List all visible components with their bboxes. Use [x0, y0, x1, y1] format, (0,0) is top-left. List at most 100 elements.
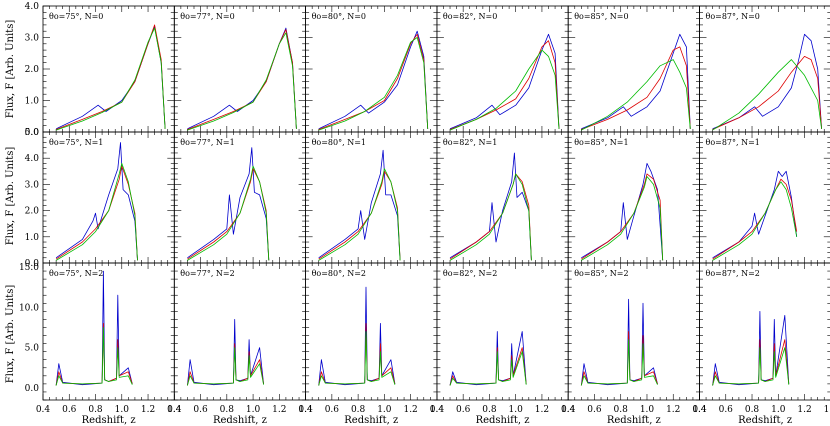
panel-grid: 0.0 1.0 2.0 3.0 4.0 θo=75°, N=0 θo=77°, N=0 θo=… — [19, 2, 830, 426]
series-line-3 — [712, 181, 798, 261]
panel-frame — [42, 131, 175, 264]
panel-r3-c4: 0.4 0.6 0.8 1.0 1.2 1.4 Redshift, z θo=82°, N=2 — [430, 262, 576, 426]
series-line-3 — [187, 32, 297, 131]
series-line-1 — [449, 331, 527, 386]
series-line-1 — [449, 152, 532, 261]
y-tick-label: 2.0 — [25, 65, 40, 75]
series-line-2 — [318, 33, 429, 130]
series-line-2 — [318, 170, 401, 261]
panel-frame — [173, 5, 307, 133]
panel-frame — [567, 131, 700, 264]
x-tick-label: 1.0 — [509, 405, 524, 415]
y-tick-label: 1.0 — [25, 233, 40, 243]
x-tick-label: 0.6 — [62, 405, 77, 415]
panel-r1-c4: θo=82°, N=0 — [436, 5, 569, 133]
panel-label: θo=75°, N=1 — [49, 138, 103, 147]
x-tick-label: 0.4 — [430, 405, 445, 415]
panel-r3-c2: 0.4 0.6 0.8 1.0 1.2 1.4 Redshift, z θo=77°, N=2 — [167, 262, 313, 426]
x-tick-label: 0.4 — [561, 405, 576, 415]
x-tick-label: 1.4 — [167, 405, 182, 415]
panel-label: θo=77°, N=0 — [180, 12, 234, 21]
series-line-3 — [187, 165, 270, 261]
panel-label: θo=80°, N=0 — [312, 12, 366, 21]
y-tick-label: 0.0 — [25, 384, 40, 394]
panel-label: θo=80°, N=1 — [312, 138, 366, 147]
series-line-1 — [712, 170, 798, 259]
series-line-1 — [712, 311, 790, 386]
panel-label: θo=82°, N=0 — [443, 12, 497, 21]
panel-r1-c3: θo=80°, N=0 — [305, 5, 438, 133]
x-axis-label: Redshift, z — [476, 415, 530, 426]
series-line-2 — [581, 173, 664, 261]
x-tick-label: 1.0 — [771, 405, 786, 415]
y-tick-label: 3.0 — [25, 34, 40, 44]
series-line-2 — [55, 165, 138, 261]
series-line-1 — [318, 286, 396, 386]
x-tick-label: 1.2 — [797, 405, 811, 415]
panel-r3-c1: 0.0 5.0 10.0 15.0 0.4 0.6 0.8 1.0 1.2 1.4 Redshift… — [19, 262, 182, 426]
series-line-3 — [449, 49, 560, 131]
x-tick-label: 1.4 — [824, 405, 830, 415]
series-line-1 — [55, 270, 133, 386]
panel-label: θo=80°, N=2 — [312, 269, 366, 278]
x-tick-label: 0.8 — [614, 405, 629, 415]
series-line-2 — [187, 343, 264, 386]
x-tick-label: 1.0 — [246, 405, 261, 415]
series-line-2 — [55, 323, 133, 386]
series-line-1 — [318, 30, 429, 130]
x-tick-label: 1.2 — [403, 405, 417, 415]
x-tick-label: 1.2 — [272, 405, 286, 415]
y-tick-label: 4.0 — [25, 2, 40, 12]
y-tick-label: 5.0 — [25, 128, 40, 138]
panel-label: θo=85°, N=0 — [574, 12, 628, 21]
x-tick-label: 0.6 — [325, 405, 340, 415]
series-line-3 — [449, 173, 532, 261]
panel-r3-c6: 0.4 0.6 0.8 1.0 1.2 1.4 Redshift, z θo=87°, N=2 — [692, 262, 830, 426]
panel-r1-c1: 0.0 1.0 2.0 3.0 4.0 θo=75°, N=0 — [25, 2, 175, 138]
y-tick-label: 15.0 — [19, 263, 39, 273]
x-tick-label: 0.8 — [88, 405, 103, 415]
series-line-3 — [581, 59, 691, 131]
x-axis-label: Redshift, z — [82, 415, 136, 426]
x-axis-label: Redshift, z — [738, 415, 792, 426]
panel-frame — [567, 5, 700, 133]
series-line-3 — [318, 168, 401, 261]
panel-label: θo=87°, N=0 — [706, 12, 760, 21]
series-line-2 — [712, 178, 798, 260]
panel-label: θo=87°, N=2 — [706, 269, 760, 278]
series-line-3 — [55, 27, 166, 131]
x-tick-label: 1.2 — [666, 405, 680, 415]
series-line-1 — [187, 147, 270, 261]
panel-label: θo=87°, N=1 — [706, 138, 760, 147]
panel-label: θo=77°, N=1 — [180, 138, 234, 147]
series-line-1 — [712, 33, 822, 130]
y-axis-label-bottom: Flux, F [Arb. Units] — [5, 285, 16, 384]
x-tick-label: 0.4 — [298, 405, 313, 415]
x-tick-label: 1.4 — [430, 405, 445, 415]
panel-r2-c2: θo=77°, N=1 — [173, 131, 307, 264]
series-line-3 — [318, 37, 429, 131]
series-line-3 — [449, 351, 527, 386]
panel-r2-c5: θo=85°, N=1 — [567, 131, 700, 264]
series-line-2 — [187, 29, 297, 130]
series-line-3 — [712, 347, 790, 386]
x-tick-label: 0.8 — [220, 405, 235, 415]
y-axis-label-middle: Flux, F [Arb. Units] — [5, 147, 16, 246]
x-tick-label: 0.4 — [692, 405, 707, 415]
panel-r2-c3: θo=80°, N=1 — [305, 131, 438, 264]
panel-frame — [305, 131, 438, 264]
panel-frame — [567, 262, 700, 401]
panel-r2-c4: θo=82°, N=1 — [436, 131, 569, 264]
x-tick-label: 1.2 — [141, 405, 155, 415]
series-line-2 — [581, 46, 691, 130]
panel-r1-c5: θo=85°, N=0 — [567, 5, 700, 133]
panel-r3-c5: 0.4 0.6 0.8 1.0 1.2 1.4 Redshift, z θo=85°, N=2 — [561, 262, 707, 426]
x-tick-label: 1.4 — [692, 405, 707, 415]
panel-frame — [436, 131, 569, 264]
series-line-3 — [318, 331, 396, 386]
y-tick-label: 5.0 — [25, 344, 40, 354]
x-tick-label: 0.6 — [587, 405, 602, 415]
series-line-1 — [55, 142, 138, 261]
x-tick-label: 1.2 — [535, 405, 549, 415]
panel-label: θo=82°, N=2 — [443, 269, 497, 278]
